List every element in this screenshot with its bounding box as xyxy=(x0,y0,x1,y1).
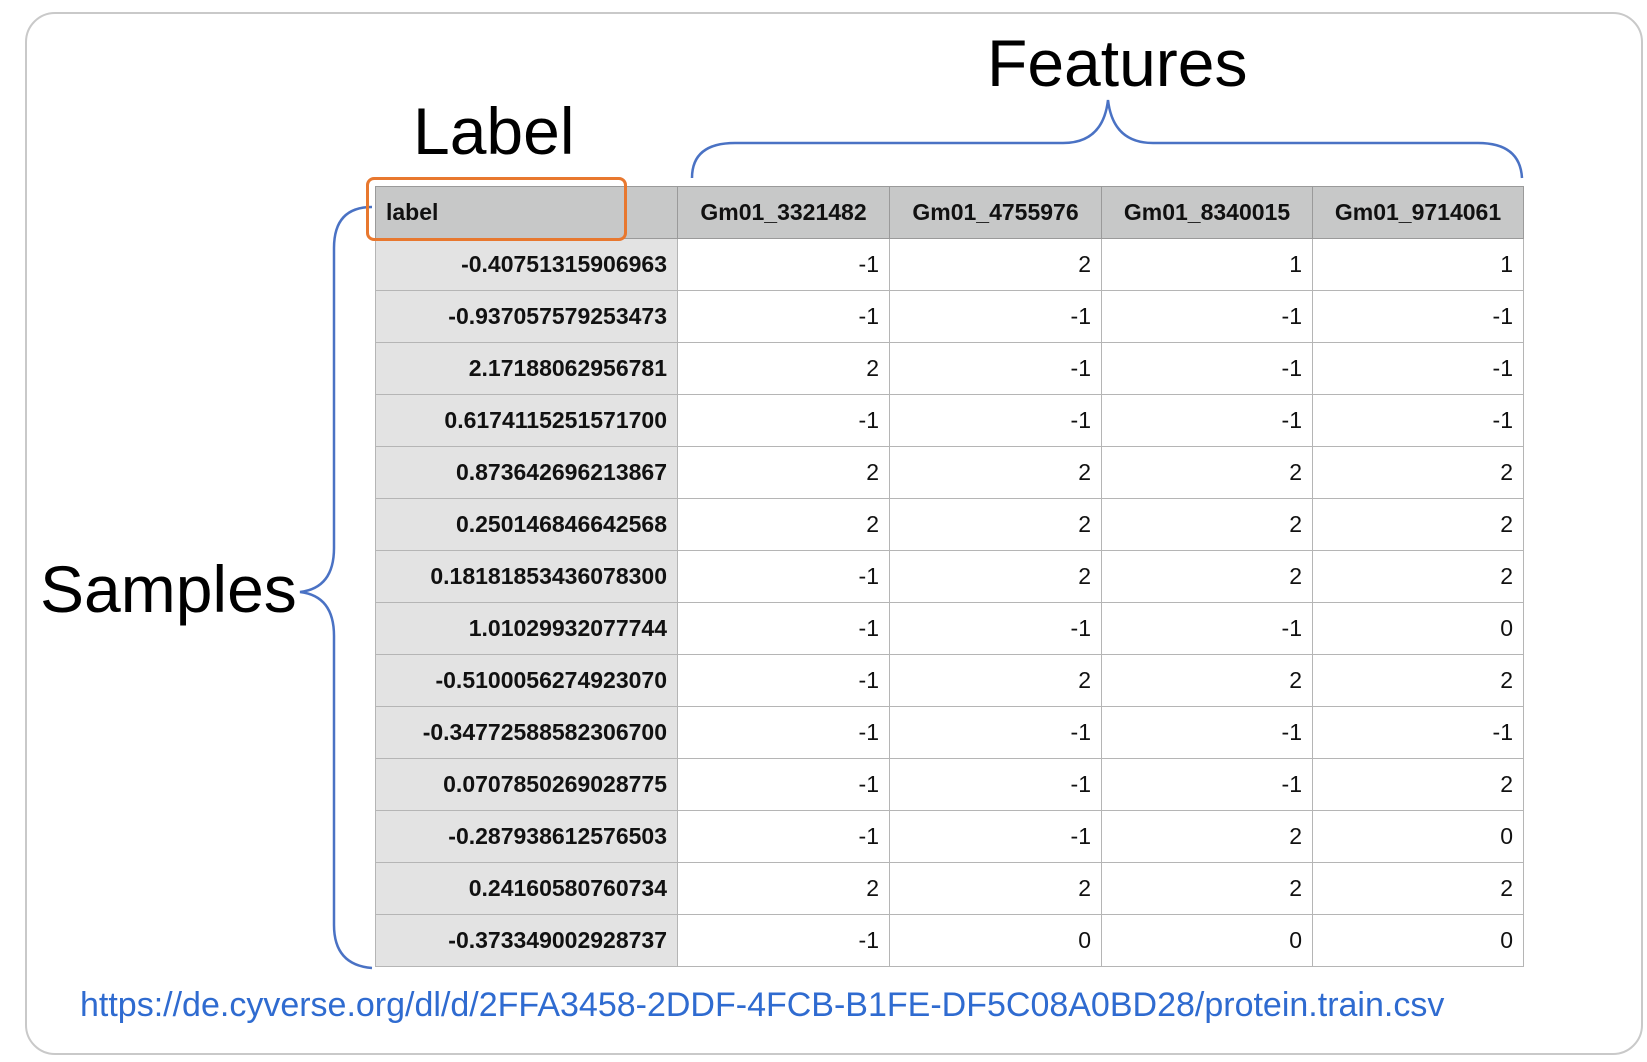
feature-value-cell[interactable]: 0 xyxy=(1312,914,1524,967)
label-cell[interactable]: -0.5100056274923070 xyxy=(375,654,678,707)
label-cell[interactable]: -0.34772588582306700 xyxy=(375,706,678,759)
feature-value-cell[interactable]: 2 xyxy=(889,446,1102,499)
feature-value-cell[interactable]: -1 xyxy=(677,654,890,707)
feature-value-cell[interactable]: 2 xyxy=(677,342,890,395)
feature-value-cell[interactable]: -1 xyxy=(1101,394,1313,447)
feature-column-header[interactable]: Gm01_3321482 xyxy=(677,186,890,239)
feature-value-cell[interactable]: -1 xyxy=(1312,394,1524,447)
table-row: -0.373349002928737 -1 0 0 0 xyxy=(375,914,1524,967)
feature-value-cell[interactable]: 2 xyxy=(1312,654,1524,707)
feature-column-header[interactable]: Gm01_9714061 xyxy=(1312,186,1524,239)
feature-value-cell[interactable]: 2 xyxy=(1101,498,1313,551)
label-cell[interactable]: 0.873642696213867 xyxy=(375,446,678,499)
feature-value-cell[interactable]: -1 xyxy=(889,394,1102,447)
feature-value-cell[interactable]: 2 xyxy=(889,654,1102,707)
feature-value-cell[interactable]: 0 xyxy=(1101,914,1313,967)
samples-title: Samples xyxy=(40,552,297,626)
label-column-header[interactable]: label xyxy=(375,186,678,239)
feature-value-cell[interactable]: -1 xyxy=(889,602,1102,655)
source-url-link[interactable]: https://de.cyverse.org/dl/d/2FFA3458-2DD… xyxy=(80,986,1445,1024)
feature-value-cell[interactable]: 0 xyxy=(889,914,1102,967)
feature-column-header[interactable]: Gm01_8340015 xyxy=(1101,186,1313,239)
feature-value-cell[interactable]: 2 xyxy=(1101,654,1313,707)
label-cell[interactable]: 0.6174115251571700 xyxy=(375,394,678,447)
table-row: -0.287938612576503 -1 -1 2 0 xyxy=(375,810,1524,863)
feature-value-cell[interactable]: -1 xyxy=(1312,342,1524,395)
feature-value-cell[interactable]: -1 xyxy=(889,706,1102,759)
label-title: Label xyxy=(413,94,575,168)
table-row: -0.937057579253473 -1 -1 -1 -1 xyxy=(375,290,1524,343)
table-row: 0.18181853436078300 -1 2 2 2 xyxy=(375,550,1524,603)
feature-value-cell[interactable]: 2 xyxy=(889,862,1102,915)
feature-value-cell[interactable]: 2 xyxy=(1312,498,1524,551)
feature-value-cell[interactable]: -1 xyxy=(1312,706,1524,759)
feature-value-cell[interactable]: 1 xyxy=(1101,238,1313,291)
feature-value-cell[interactable]: -1 xyxy=(677,914,890,967)
feature-value-cell[interactable]: -1 xyxy=(1101,342,1313,395)
feature-value-cell[interactable]: 2 xyxy=(677,862,890,915)
feature-value-cell[interactable]: -1 xyxy=(677,550,890,603)
feature-value-cell[interactable]: -1 xyxy=(889,758,1102,811)
header-row: label Gm01_3321482 Gm01_4755976 Gm01_834… xyxy=(375,186,1524,239)
table-row: -0.40751315906963 -1 2 1 1 xyxy=(375,238,1524,291)
label-cell[interactable]: 0.24160580760734 xyxy=(375,862,678,915)
label-cell[interactable]: 0.18181853436078300 xyxy=(375,550,678,603)
table-row: -0.5100056274923070 -1 2 2 2 xyxy=(375,654,1524,707)
feature-value-cell[interactable]: -1 xyxy=(889,810,1102,863)
feature-value-cell[interactable]: -1 xyxy=(677,706,890,759)
label-cell[interactable]: -0.937057579253473 xyxy=(375,290,678,343)
feature-value-cell[interactable]: 2 xyxy=(1101,810,1313,863)
feature-value-cell[interactable]: -1 xyxy=(1312,290,1524,343)
label-cell[interactable]: 2.17188062956781 xyxy=(375,342,678,395)
feature-value-cell[interactable]: -1 xyxy=(1101,706,1313,759)
feature-value-cell[interactable]: 0 xyxy=(1312,810,1524,863)
feature-value-cell[interactable]: 2 xyxy=(1101,446,1313,499)
label-cell[interactable]: -0.40751315906963 xyxy=(375,238,678,291)
label-cell[interactable]: -0.287938612576503 xyxy=(375,810,678,863)
table-row: 2.17188062956781 2 -1 -1 -1 xyxy=(375,342,1524,395)
feature-value-cell[interactable]: 2 xyxy=(1101,550,1313,603)
label-cell[interactable]: 1.01029932077744 xyxy=(375,602,678,655)
feature-value-cell[interactable]: 2 xyxy=(1312,550,1524,603)
feature-value-cell[interactable]: 0 xyxy=(1312,602,1524,655)
features-title: Features xyxy=(987,26,1248,100)
feature-column-header[interactable]: Gm01_4755976 xyxy=(889,186,1102,239)
feature-value-cell[interactable]: 2 xyxy=(677,446,890,499)
feature-value-cell[interactable]: 2 xyxy=(677,498,890,551)
table-row: 0.873642696213867 2 2 2 2 xyxy=(375,446,1524,499)
table-row: -0.34772588582306700 -1 -1 -1 -1 xyxy=(375,706,1524,759)
table-body: -0.40751315906963 -1 2 1 1 -0.937057579253473… xyxy=(375,238,1524,967)
label-highlight-box xyxy=(366,177,627,241)
feature-value-cell[interactable]: -1 xyxy=(677,394,890,447)
feature-value-cell[interactable]: -1 xyxy=(1101,602,1313,655)
feature-value-cell[interactable]: 2 xyxy=(1312,862,1524,915)
feature-value-cell[interactable]: 2 xyxy=(1101,862,1313,915)
table-row: 0.0707850269028775 -1 -1 -1 2 xyxy=(375,758,1524,811)
table-row: 0.24160580760734 2 2 2 2 xyxy=(375,862,1524,915)
feature-value-cell[interactable]: -1 xyxy=(677,238,890,291)
feature-value-cell[interactable]: -1 xyxy=(889,342,1102,395)
table-row: 0.250146846642568 2 2 2 2 xyxy=(375,498,1524,551)
feature-value-cell[interactable]: -1 xyxy=(677,758,890,811)
feature-value-cell[interactable]: 2 xyxy=(889,550,1102,603)
feature-value-cell[interactable]: 2 xyxy=(889,238,1102,291)
feature-value-cell[interactable]: -1 xyxy=(677,290,890,343)
feature-value-cell[interactable]: -1 xyxy=(677,810,890,863)
feature-value-cell[interactable]: 2 xyxy=(1312,758,1524,811)
feature-value-cell[interactable]: -1 xyxy=(889,290,1102,343)
table-row: 1.01029932077744 -1 -1 -1 0 xyxy=(375,602,1524,655)
label-cell[interactable]: 0.0707850269028775 xyxy=(375,758,678,811)
feature-value-cell[interactable]: 2 xyxy=(1312,446,1524,499)
feature-value-cell[interactable]: -1 xyxy=(1101,290,1313,343)
feature-value-cell[interactable]: 1 xyxy=(1312,238,1524,291)
feature-value-cell[interactable]: -1 xyxy=(1101,758,1313,811)
data-table: label Gm01_3321482 Gm01_4755976 Gm01_834… xyxy=(375,186,1524,967)
feature-value-cell[interactable]: 2 xyxy=(889,498,1102,551)
slide-frame xyxy=(25,12,1643,1055)
label-cell[interactable]: 0.250146846642568 xyxy=(375,498,678,551)
feature-value-cell[interactable]: -1 xyxy=(677,602,890,655)
table-row: 0.6174115251571700 -1 -1 -1 -1 xyxy=(375,394,1524,447)
label-cell[interactable]: -0.373349002928737 xyxy=(375,914,678,967)
